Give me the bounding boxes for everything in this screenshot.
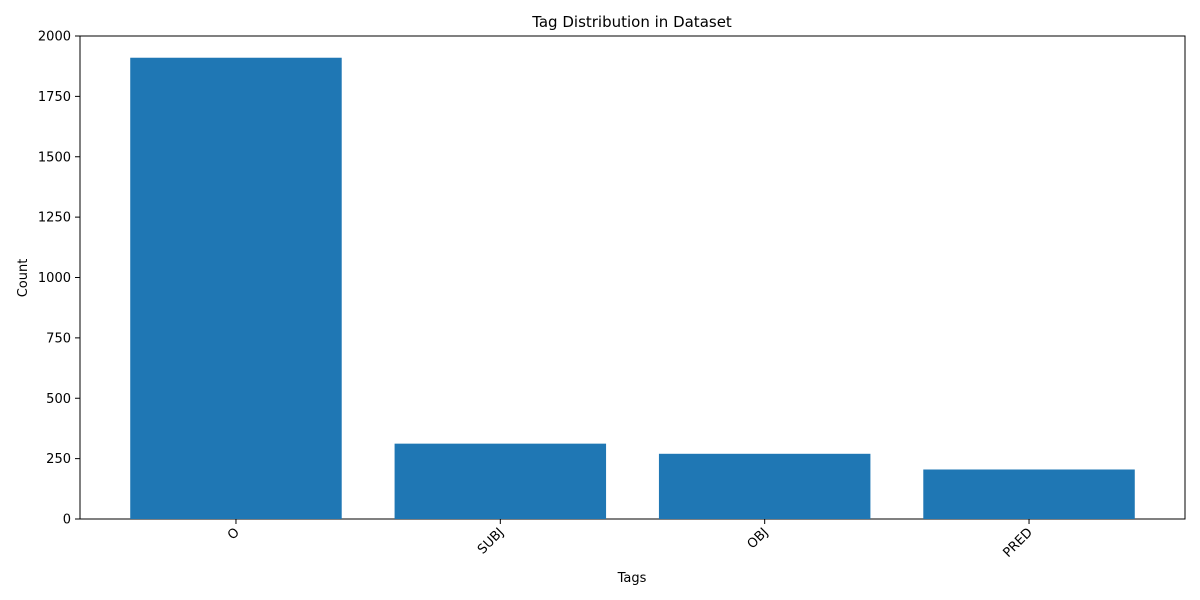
y-tick-label: 2000 — [38, 30, 71, 45]
y-tick-label: 500 — [46, 392, 71, 407]
x-tick-label: PRED — [1000, 525, 1035, 560]
y-tick-label: 1500 — [38, 150, 71, 165]
x-tick-label: O — [225, 525, 243, 543]
x-axis-label: Tags — [617, 571, 647, 586]
y-tick-label: 0 — [63, 513, 71, 528]
y-axis: 0 250 500 750 1000 1250 1500 1750 2000 — [38, 30, 80, 528]
y-tick-label: 1000 — [38, 271, 71, 286]
x-axis: O SUBJ OBJ PRED — [225, 519, 1036, 561]
y-tick-label: 1750 — [38, 90, 71, 105]
x-tick-label: SUBJ — [475, 525, 507, 557]
y-tick-label: 750 — [46, 331, 71, 346]
chart-title: Tag Distribution in Dataset — [531, 13, 732, 31]
bar-pred — [923, 469, 1135, 519]
y-axis-label: Count — [16, 259, 31, 298]
bar-o — [130, 57, 342, 520]
bar-obj — [658, 453, 871, 519]
y-tick-label: 1250 — [38, 211, 71, 226]
bars-group — [130, 57, 1135, 520]
x-tick-label: OBJ — [745, 525, 772, 552]
y-tick-label: 250 — [46, 452, 71, 467]
bar-subj — [394, 443, 607, 519]
